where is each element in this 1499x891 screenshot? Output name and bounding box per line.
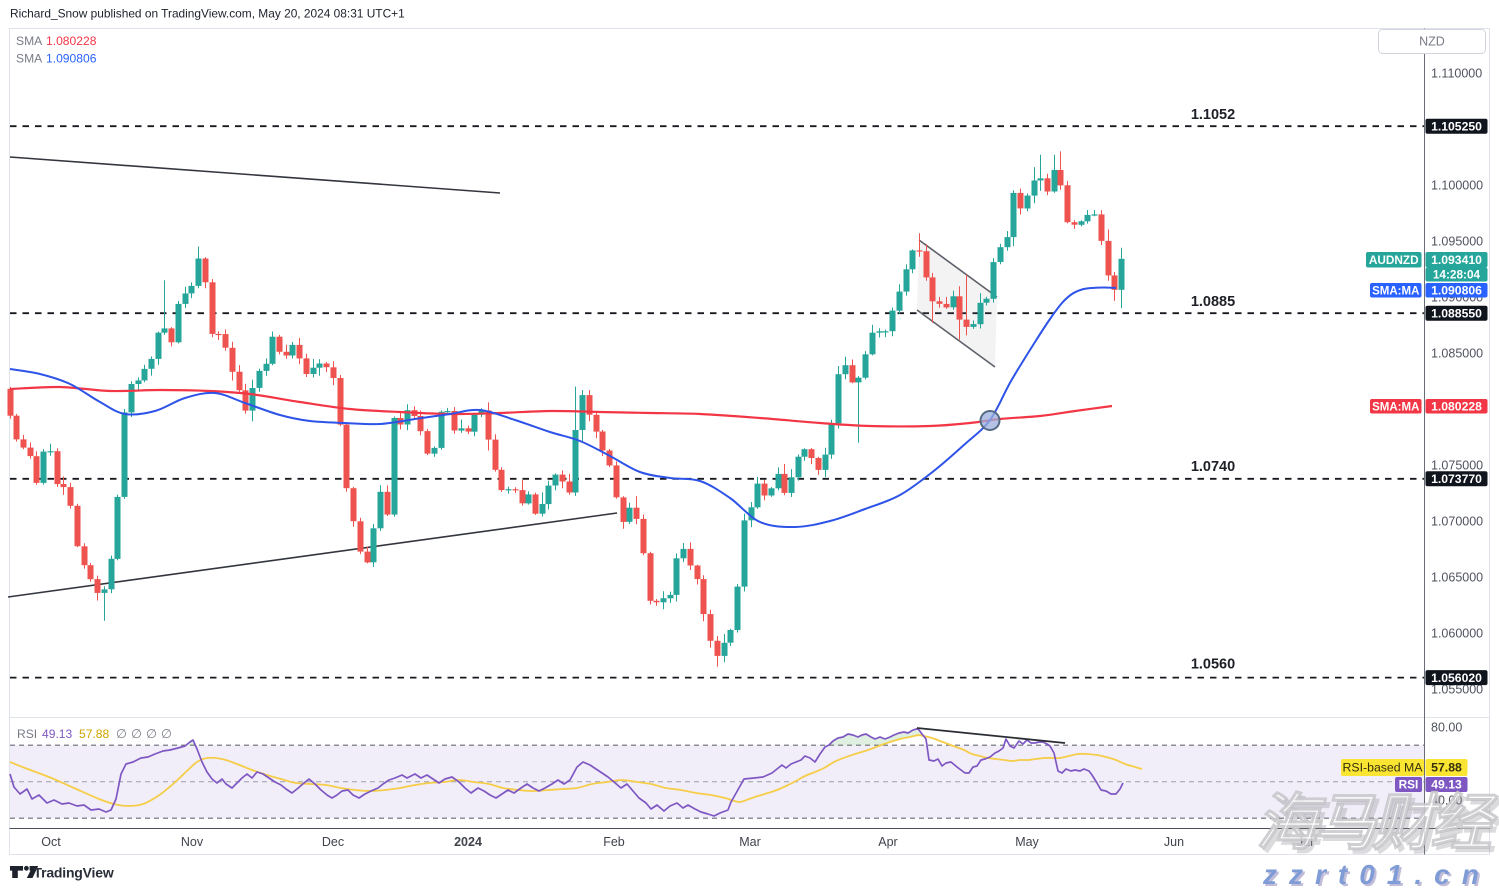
svg-text:May: May xyxy=(1015,835,1039,849)
svg-text:57.88: 57.88 xyxy=(79,727,110,741)
svg-text:AUDNZD: AUDNZD xyxy=(1369,253,1419,267)
svg-text:1.105250: 1.105250 xyxy=(1431,119,1482,133)
svg-text:SMA: SMA xyxy=(16,34,43,48)
svg-text:∅: ∅ xyxy=(161,727,172,741)
svg-text:SMA: SMA xyxy=(16,52,43,66)
svg-text:RSI: RSI xyxy=(1399,778,1419,792)
svg-text:1.110000: 1.110000 xyxy=(1431,67,1482,81)
svg-text:1.080228: 1.080228 xyxy=(1431,399,1482,413)
svg-text:80.00: 80.00 xyxy=(1431,721,1462,735)
svg-text:1.100000: 1.100000 xyxy=(1431,179,1483,193)
svg-text:1.080228: 1.080228 xyxy=(46,34,97,48)
svg-text:∅: ∅ xyxy=(116,727,127,741)
svg-text:49.13: 49.13 xyxy=(1431,778,1462,792)
svg-text:1.075000: 1.075000 xyxy=(1431,459,1483,473)
svg-text:1.073770: 1.073770 xyxy=(1431,472,1482,486)
svg-text:SMA:MA: SMA:MA xyxy=(1372,285,1419,297)
svg-text:1.056020: 1.056020 xyxy=(1431,671,1482,685)
svg-text:zzrt01.cn: zzrt01.cn xyxy=(1262,859,1491,890)
svg-text:2024: 2024 xyxy=(454,835,482,849)
svg-text:Jun: Jun xyxy=(1164,835,1184,849)
svg-text:海马财经: 海马财经 xyxy=(1256,789,1499,858)
svg-text:Dec: Dec xyxy=(322,835,344,849)
svg-text:1.0885: 1.0885 xyxy=(1191,294,1235,310)
svg-text:1.090806: 1.090806 xyxy=(1431,283,1482,297)
svg-text:Jul: Jul xyxy=(1297,835,1313,849)
svg-text:TradingView: TradingView xyxy=(34,865,114,881)
svg-text:Richard_Snow published on Trad: Richard_Snow published on TradingView.co… xyxy=(10,7,405,21)
svg-text:Nov: Nov xyxy=(181,835,204,849)
svg-text:1.088550: 1.088550 xyxy=(1431,306,1482,320)
svg-text:SMA:MA: SMA:MA xyxy=(1372,401,1419,413)
svg-text:RSI: RSI xyxy=(17,727,37,741)
svg-text:49.13: 49.13 xyxy=(42,727,73,741)
svg-text:∅: ∅ xyxy=(131,727,142,741)
svg-text:1.0740: 1.0740 xyxy=(1191,459,1235,475)
svg-text:Feb: Feb xyxy=(603,835,625,849)
svg-text:RSI-based MA: RSI-based MA xyxy=(1343,761,1424,775)
svg-text:NZD: NZD xyxy=(1419,35,1445,49)
svg-text:Apr: Apr xyxy=(878,835,897,849)
svg-text:zzrt01.cn: zzrt01.cn xyxy=(1264,861,1493,891)
svg-text:1.060000: 1.060000 xyxy=(1431,627,1483,641)
svg-text:1.095000: 1.095000 xyxy=(1431,235,1483,249)
svg-text:1.055000: 1.055000 xyxy=(1431,683,1483,697)
svg-text:14:28:04: 14:28:04 xyxy=(1433,268,1481,282)
svg-text:1.1052: 1.1052 xyxy=(1191,107,1235,123)
svg-text:57.88: 57.88 xyxy=(1431,761,1462,775)
svg-text:Oct: Oct xyxy=(41,835,61,849)
svg-text:∅: ∅ xyxy=(146,727,157,741)
svg-text:40.00: 40.00 xyxy=(1431,794,1462,808)
svg-text:1.090806: 1.090806 xyxy=(46,52,97,66)
svg-text:海马财经: 海马财经 xyxy=(1260,793,1499,862)
svg-text:1.093410: 1.093410 xyxy=(1431,253,1482,267)
svg-text:Mar: Mar xyxy=(739,835,761,849)
svg-text:1.065000: 1.065000 xyxy=(1431,571,1483,585)
svg-text:1.070000: 1.070000 xyxy=(1431,515,1483,529)
svg-text:1.0560: 1.0560 xyxy=(1191,657,1235,673)
svg-text:1.085000: 1.085000 xyxy=(1431,347,1483,361)
